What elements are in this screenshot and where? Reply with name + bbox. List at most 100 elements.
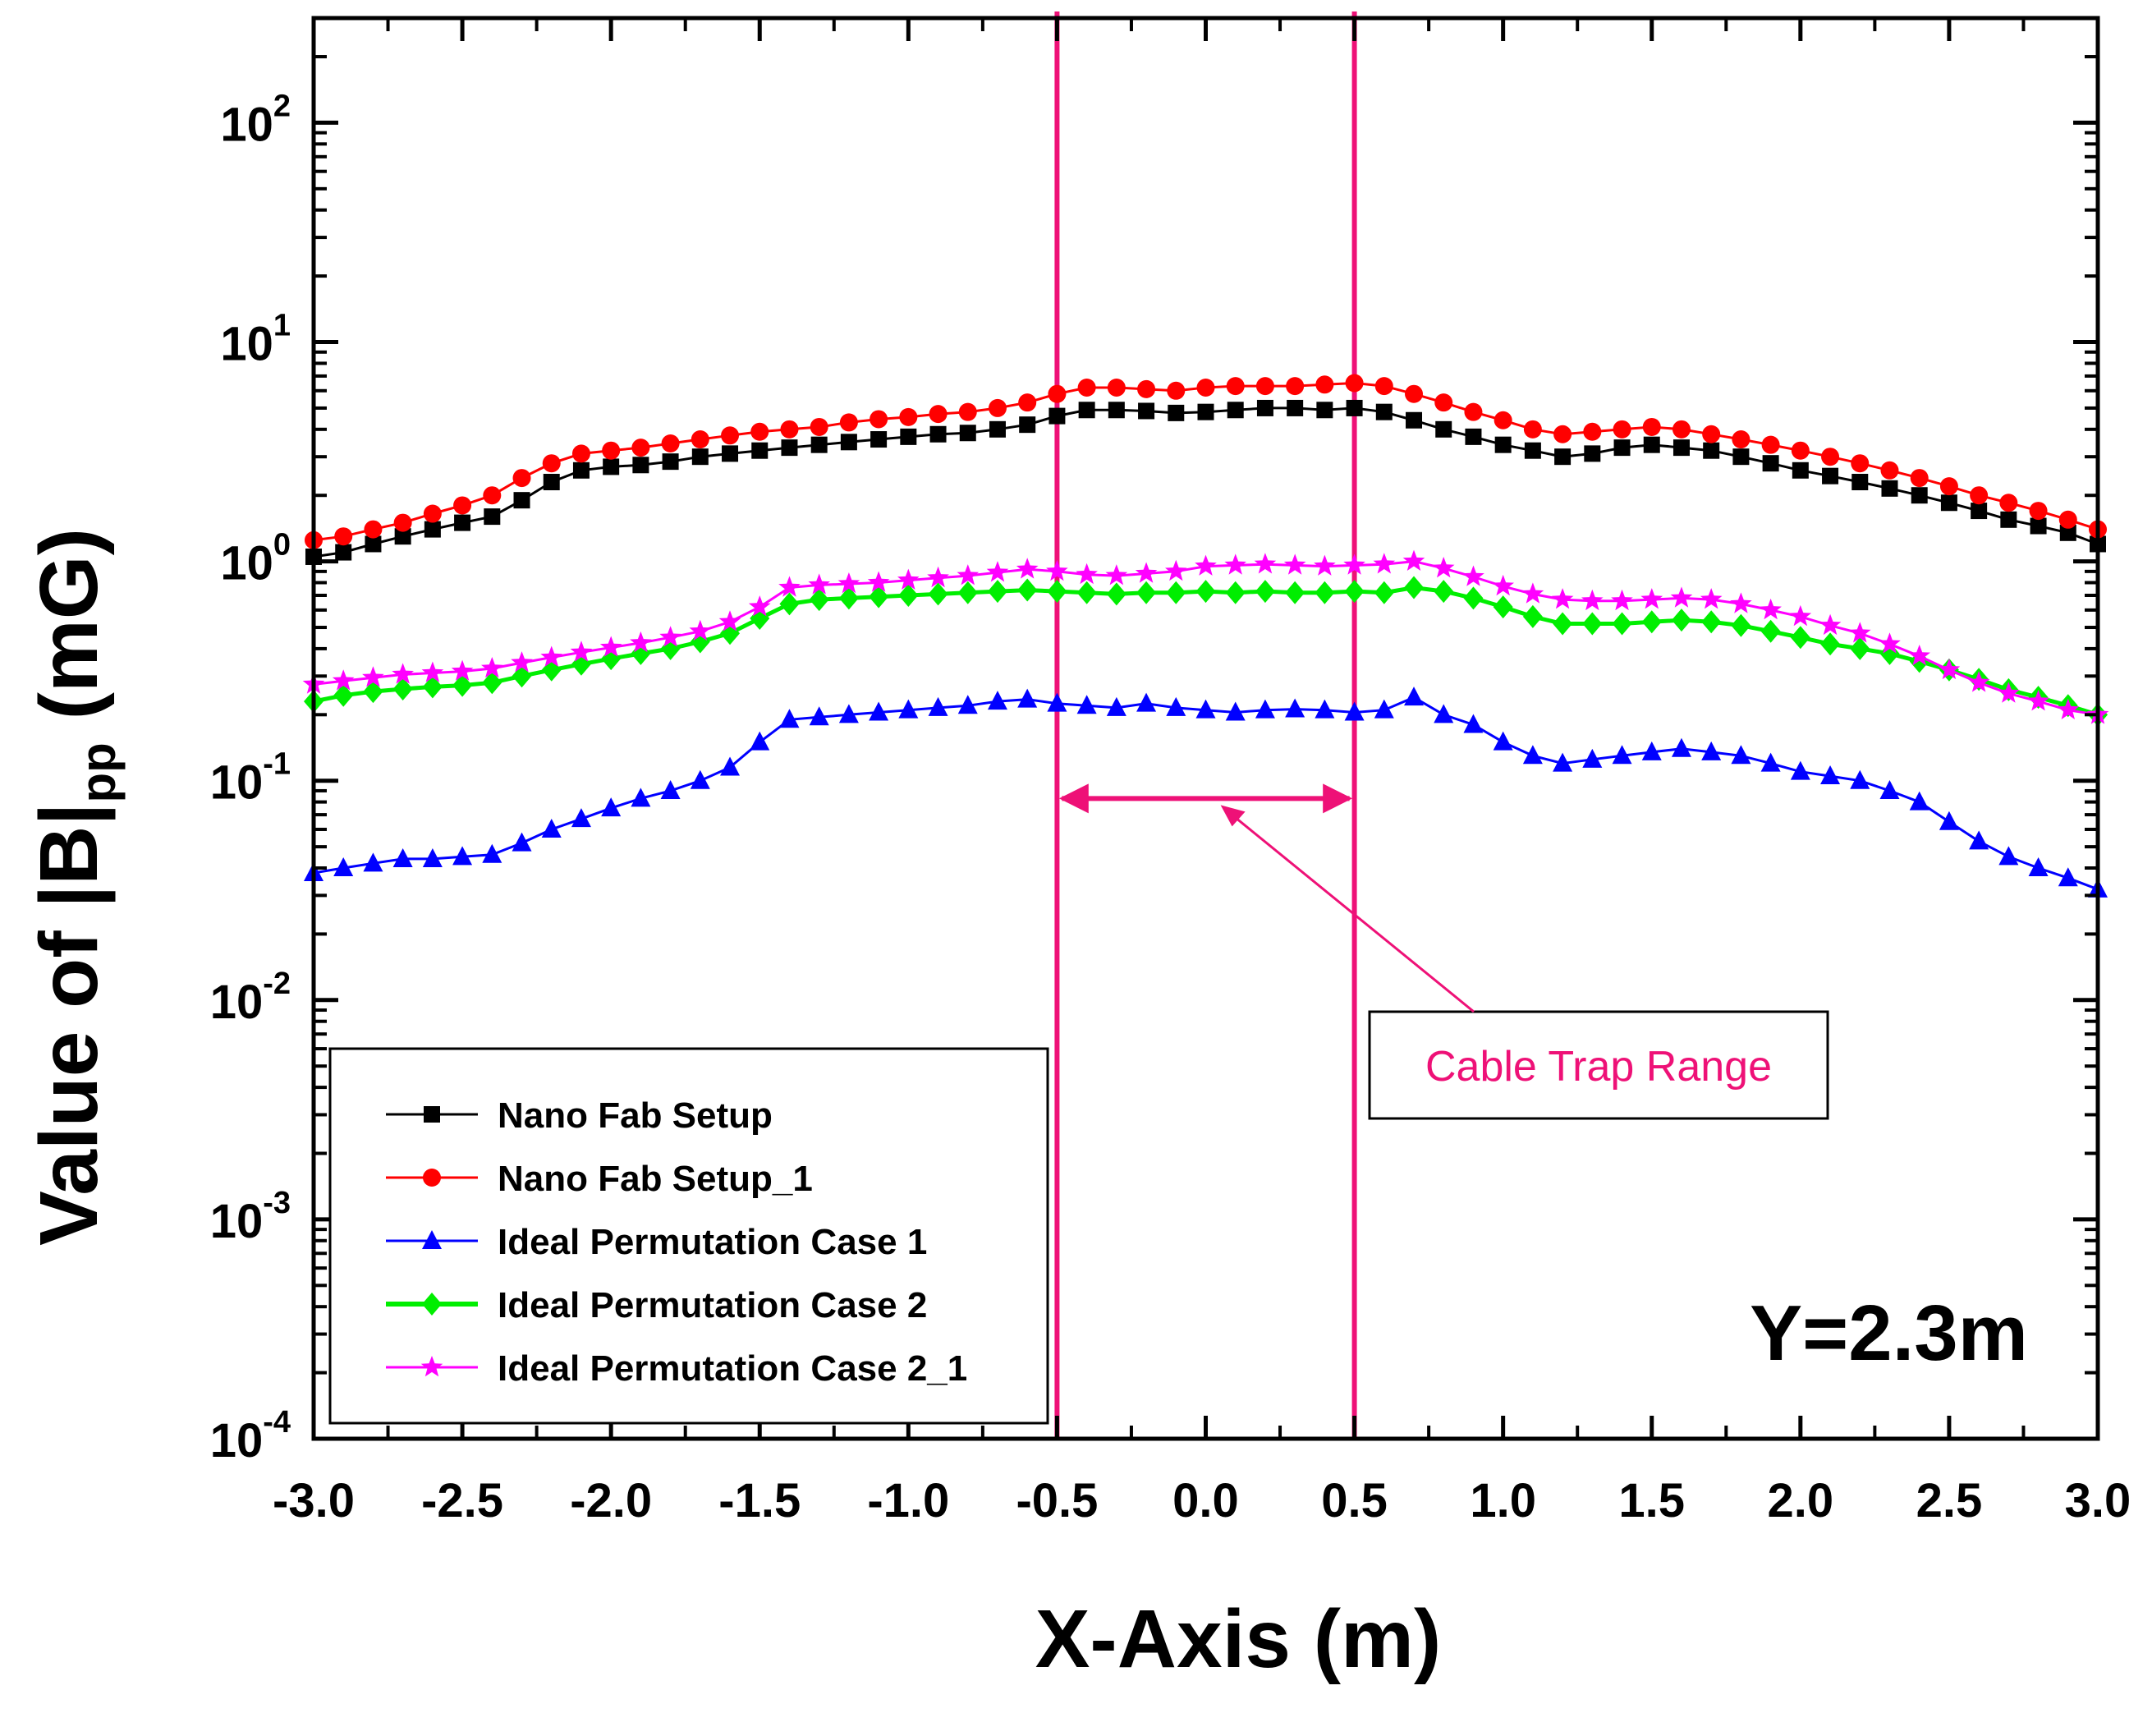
data-point xyxy=(927,566,949,588)
data-point xyxy=(1404,576,1425,599)
data-point xyxy=(1225,581,1246,604)
y-tick-exponent: -2 xyxy=(263,967,291,1001)
data-point xyxy=(1730,592,1752,613)
y-tick-exponent: -3 xyxy=(263,1186,291,1220)
data-point xyxy=(1969,830,1989,850)
data-point xyxy=(1345,374,1364,393)
series-nano-fab-setup xyxy=(305,399,2106,565)
series-nano-fab-setup-1 xyxy=(305,374,2107,549)
series-line xyxy=(313,696,2099,891)
data-point xyxy=(1346,399,1363,416)
series-layer xyxy=(302,374,2109,898)
data-point xyxy=(987,580,1007,604)
annotation-pointer xyxy=(1231,814,1475,1013)
y-tick-base: 10 xyxy=(210,1195,264,1248)
data-point xyxy=(542,454,561,473)
data-point xyxy=(779,709,800,728)
data-point xyxy=(1554,448,1572,466)
data-point xyxy=(1611,589,1633,611)
data-point xyxy=(988,398,1007,417)
data-point xyxy=(1314,554,1336,576)
data-point xyxy=(808,573,830,595)
data-point xyxy=(838,586,859,610)
data-point xyxy=(483,486,502,505)
data-point xyxy=(1195,699,1216,719)
y-tick-label: 10-3 xyxy=(210,1186,291,1248)
data-point xyxy=(512,664,532,688)
data-point xyxy=(1432,557,1455,578)
data-point xyxy=(1019,416,1036,434)
y-tick-base: 10 xyxy=(220,98,273,151)
data-point xyxy=(781,439,798,457)
data-point xyxy=(1374,699,1394,719)
data-point xyxy=(1106,582,1126,606)
data-point xyxy=(1790,760,1810,780)
data-point xyxy=(1047,692,1067,712)
data-point xyxy=(1612,612,1632,636)
data-point xyxy=(1465,428,1482,445)
annotation-text: Cable Trap Range xyxy=(1425,1043,1772,1091)
x-tick-label: 3.0 xyxy=(2065,1474,2131,1527)
data-point xyxy=(1492,574,1514,596)
y-axis-title-main: Value of |B| xyxy=(23,803,116,1246)
y-tick-label: 101 xyxy=(220,309,291,371)
data-point xyxy=(1315,699,1335,719)
data-point xyxy=(1820,765,1841,785)
data-point xyxy=(1196,378,1215,397)
legend-label: Ideal Permutation Case 2_1 xyxy=(498,1348,967,1389)
data-point xyxy=(1165,559,1187,581)
annotation-pointer-head xyxy=(1220,805,1246,827)
y-axis-title-subscript: pp xyxy=(71,742,126,802)
data-point xyxy=(393,513,412,532)
data-point xyxy=(1522,604,1543,628)
data-point xyxy=(1910,469,1929,488)
y-tick-label: 100 xyxy=(220,528,291,590)
data-point xyxy=(392,663,414,684)
data-point xyxy=(364,520,383,539)
data-point xyxy=(392,847,413,867)
data-point xyxy=(1731,745,1751,765)
data-point xyxy=(1760,752,1781,772)
data-point xyxy=(362,666,384,687)
x-tick-label: -1.0 xyxy=(867,1474,949,1527)
data-point xyxy=(840,434,857,451)
data-point xyxy=(2027,690,2049,711)
data-point xyxy=(870,410,888,429)
data-point xyxy=(421,661,444,682)
data-point xyxy=(1553,425,1572,443)
data-point xyxy=(1076,695,1097,714)
data-point xyxy=(484,508,501,526)
data-point xyxy=(1911,487,1928,504)
data-point xyxy=(1434,580,1454,604)
legend-box xyxy=(328,1047,1049,1425)
data-point xyxy=(1406,411,1423,429)
data-point xyxy=(1136,692,1157,712)
data-point xyxy=(959,425,976,442)
data-point xyxy=(365,535,382,553)
data-point xyxy=(1524,442,1541,459)
data-point xyxy=(1195,554,1217,576)
data-point xyxy=(334,527,353,546)
legend-item: Ideal Permutation Case 2 xyxy=(386,1285,927,1325)
x-tick-label: -3.0 xyxy=(273,1474,355,1527)
data-point xyxy=(1256,399,1273,416)
data-point xyxy=(1167,381,1186,400)
data-point xyxy=(1435,420,1452,438)
data-point xyxy=(1760,598,1782,620)
data-point xyxy=(1822,467,1839,485)
data-point xyxy=(335,544,352,561)
data-point xyxy=(601,797,622,817)
y-tick-exponent: 0 xyxy=(273,528,291,563)
data-point xyxy=(691,430,709,449)
y-tick-base: 10 xyxy=(210,756,264,810)
data-point xyxy=(2029,502,2048,521)
data-point xyxy=(1494,411,1512,429)
data-point xyxy=(1879,632,1901,654)
data-point xyxy=(1434,393,1453,412)
data-point xyxy=(1971,503,1988,520)
data-point xyxy=(929,405,948,424)
data-point xyxy=(958,402,977,421)
data-point xyxy=(1464,402,1483,421)
data-point xyxy=(1374,581,1394,604)
y-tick-exponent: -1 xyxy=(263,747,291,782)
